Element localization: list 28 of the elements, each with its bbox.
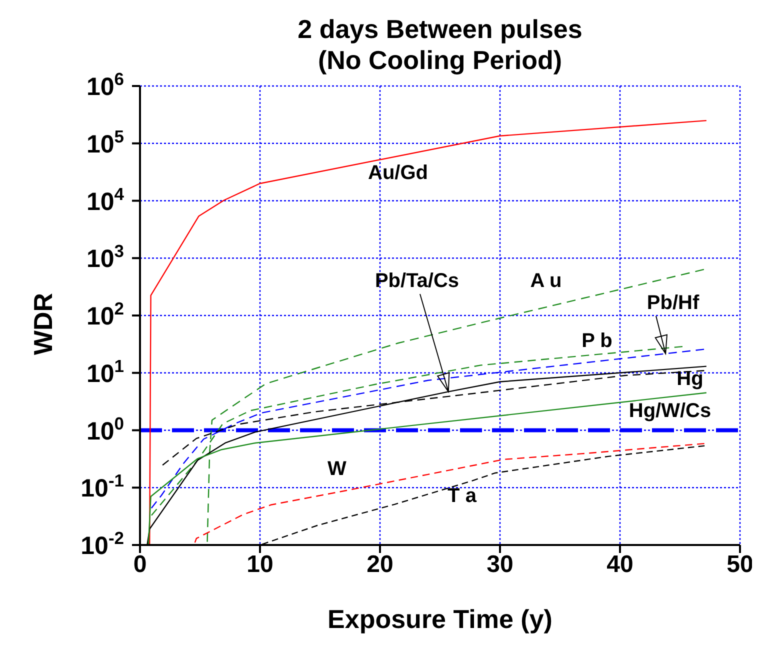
y-tick-label: 10$^{-2}$ [80, 528, 124, 560]
annotation: Pb/Ta/Cs [374, 270, 460, 292]
annotation: P b [582, 330, 612, 352]
y-tick-label: 10$^{-1}$ [80, 470, 124, 503]
x-tick-label: 10 [246, 551, 274, 578]
x-tick-label: 20 [366, 551, 394, 578]
y-tick-label: 10$^{1}$ [86, 356, 124, 388]
y-tick-label: 10$^{2}$ [86, 298, 124, 330]
annotation: A u [530, 270, 562, 292]
x-tick-label: 50 [726, 551, 754, 578]
y-axis-title: WDR [28, 292, 58, 356]
x-tick-label: 0 [133, 551, 147, 578]
annotation: T a [448, 485, 478, 507]
annotation: Hg [676, 368, 704, 390]
annotation: Au/Gd [368, 162, 428, 184]
x-axis-title: Exposure Time (y) [328, 604, 552, 634]
y-tick-label: 10$^{0}$ [86, 413, 124, 446]
chart-subtitle: (No Cooling Period) [316, 45, 564, 76]
y-tick-label: 10$^{6}$ [86, 69, 124, 101]
chart-title: 2 days Between pulses [296, 14, 584, 45]
annotation: Pb/Hf [646, 292, 700, 314]
y-tick-label: 10$^{4}$ [86, 184, 124, 216]
y-tick-label: 10$^{3}$ [86, 241, 124, 274]
annotation: Hg/W/Cs [628, 400, 712, 422]
x-tick-label: 40 [606, 551, 634, 578]
x-tick-label: 30 [486, 551, 514, 578]
annotation: W [328, 458, 347, 480]
y-tick-label: 10$^{5}$ [86, 126, 124, 158]
